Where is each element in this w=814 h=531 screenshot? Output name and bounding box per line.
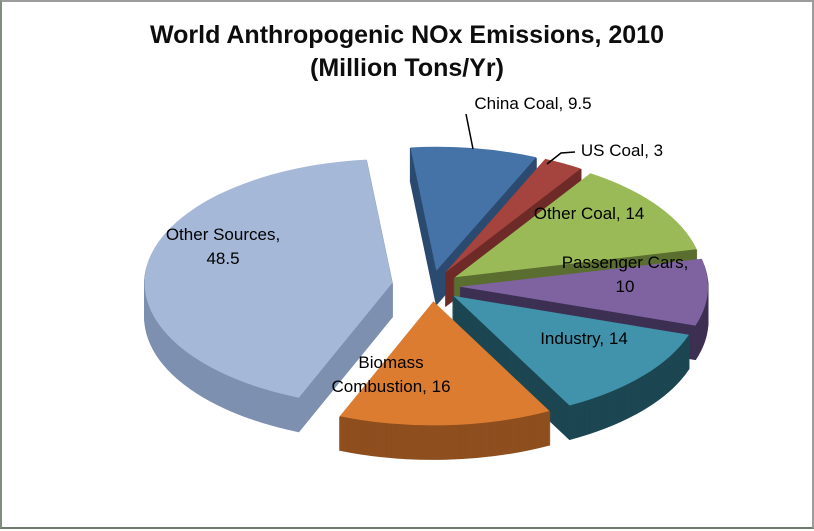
pie-slice-top-biomass <box>339 301 550 426</box>
pie-slice-top-china_coal <box>410 146 537 271</box>
pie-slice-top-other_sources <box>144 159 393 398</box>
pie-slice-top-passenger_cars <box>460 258 709 326</box>
pie-slice-other_sources[interactable] <box>144 159 393 433</box>
pie-slice-top-us_coal <box>445 158 581 273</box>
chart-title: World Anthropogenic NOx Emissions, 2010 … <box>150 21 664 82</box>
leader-line-us_coal <box>546 151 576 165</box>
pie-slice-industry[interactable] <box>451 295 690 441</box>
leader-line-china_coal <box>465 113 474 150</box>
pie-slice-top-industry <box>453 295 689 406</box>
pie-slice-top-other_coal <box>454 173 697 278</box>
pie-slice-passenger_cars[interactable] <box>459 258 709 361</box>
pie-slice-biomass[interactable] <box>338 301 551 460</box>
